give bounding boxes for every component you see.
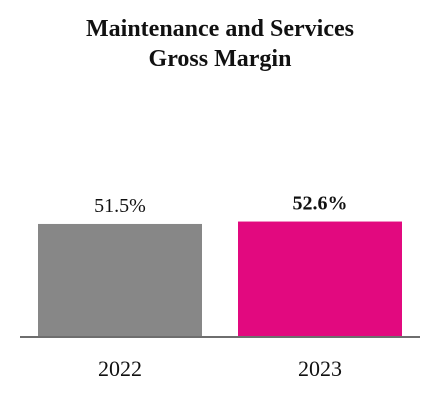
bar-2023	[238, 221, 402, 337]
chart-title-line-2: Gross Margin	[148, 46, 292, 72]
bar-2022	[38, 223, 202, 337]
x-tick-label-2022: 2022	[98, 356, 142, 381]
x-tick-label-2023: 2023	[298, 356, 342, 381]
data-label-2023: 52.6%	[293, 193, 348, 215]
chart-title-line-1: Maintenance and Services	[86, 16, 354, 42]
chart-title: Maintenance and Services Gross Margin	[0, 14, 440, 74]
data-label-2022: 51.5%	[94, 195, 146, 217]
